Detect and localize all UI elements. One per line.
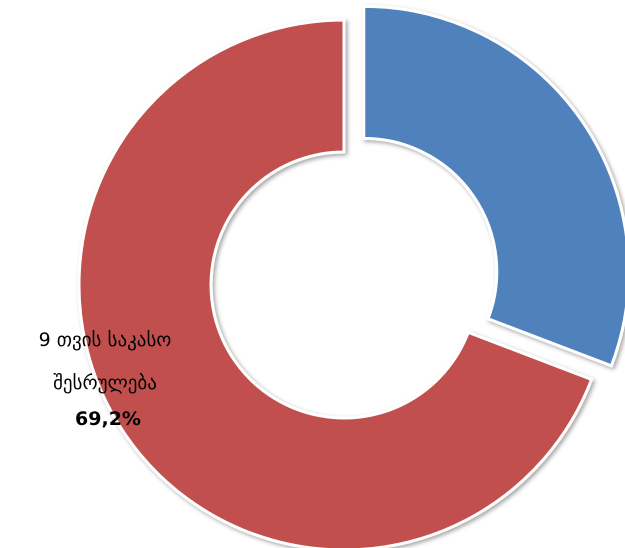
data-label-line-3: 69,2% xyxy=(75,408,141,430)
slice-red xyxy=(77,18,594,548)
data-label: 9 თვის საკასო შესრულება 69,2% xyxy=(39,329,178,430)
data-label-line-1: 9 თვის საკასო xyxy=(39,329,172,351)
data-label-line-2: შესრულება xyxy=(53,372,157,394)
slices xyxy=(77,4,625,548)
slice-blue xyxy=(362,4,625,368)
